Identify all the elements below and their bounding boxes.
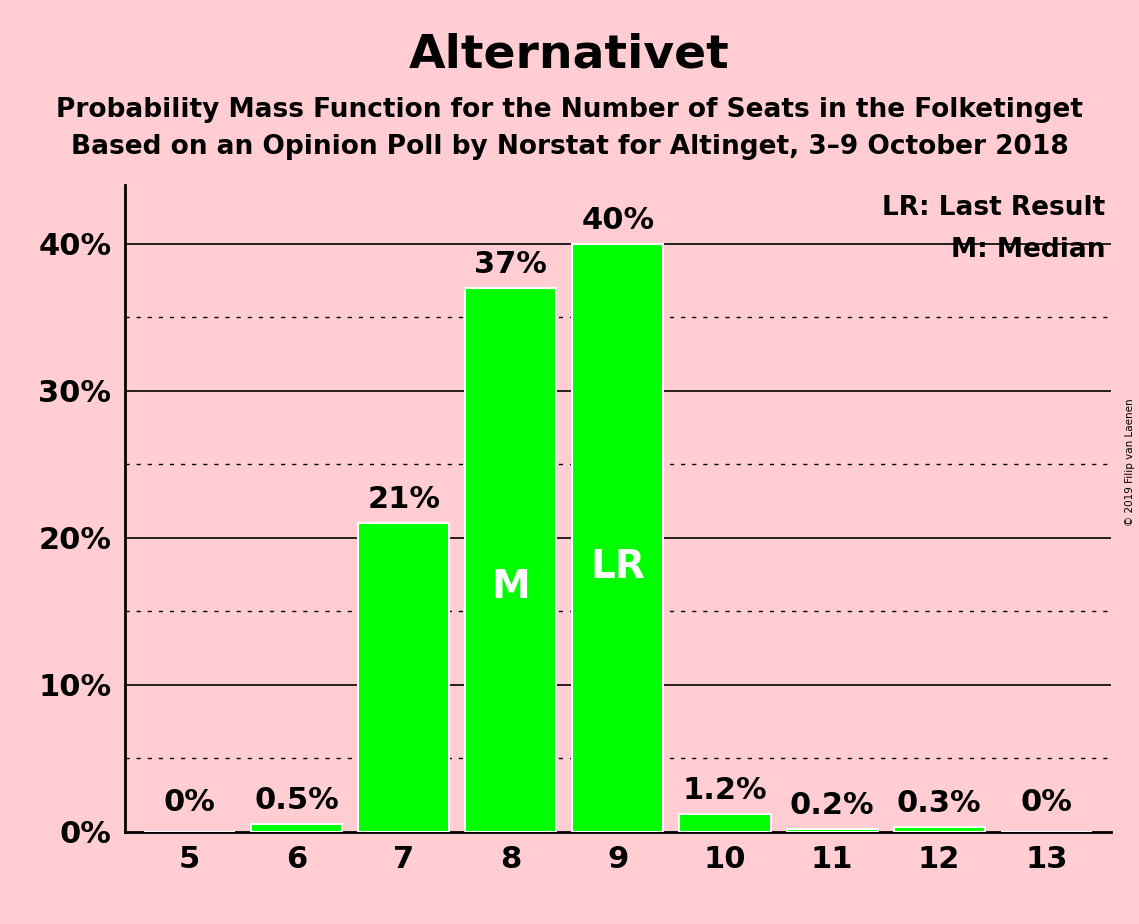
Text: 0.5%: 0.5% xyxy=(254,786,339,816)
Text: 0.3%: 0.3% xyxy=(896,789,982,819)
Text: M: M xyxy=(491,568,530,606)
Text: 0%: 0% xyxy=(164,788,215,817)
Text: Alternativet: Alternativet xyxy=(409,32,730,78)
Text: M: Median: M: Median xyxy=(951,237,1106,262)
Bar xyxy=(573,244,663,832)
Bar xyxy=(358,523,449,832)
Bar xyxy=(894,827,985,832)
Bar xyxy=(680,814,770,832)
Text: 37%: 37% xyxy=(474,249,547,279)
Text: Probability Mass Function for the Number of Seats in the Folketinget: Probability Mass Function for the Number… xyxy=(56,97,1083,123)
Text: 40%: 40% xyxy=(581,206,655,235)
Text: 21%: 21% xyxy=(367,485,441,514)
Text: Based on an Opinion Poll by Norstat for Altinget, 3–9 October 2018: Based on an Opinion Poll by Norstat for … xyxy=(71,134,1068,160)
Text: LR: LR xyxy=(590,548,646,586)
Text: 0.2%: 0.2% xyxy=(789,791,875,820)
Bar xyxy=(466,287,556,832)
Text: LR: Last Result: LR: Last Result xyxy=(883,194,1106,221)
Text: 0%: 0% xyxy=(1021,788,1072,817)
Bar xyxy=(787,829,878,832)
Text: 1.2%: 1.2% xyxy=(682,776,768,805)
Bar xyxy=(251,824,342,832)
Text: © 2019 Filip van Laenen: © 2019 Filip van Laenen xyxy=(1125,398,1134,526)
